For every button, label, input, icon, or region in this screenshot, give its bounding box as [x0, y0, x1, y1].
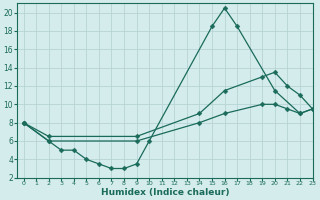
X-axis label: Humidex (Indice chaleur): Humidex (Indice chaleur)	[101, 188, 229, 197]
